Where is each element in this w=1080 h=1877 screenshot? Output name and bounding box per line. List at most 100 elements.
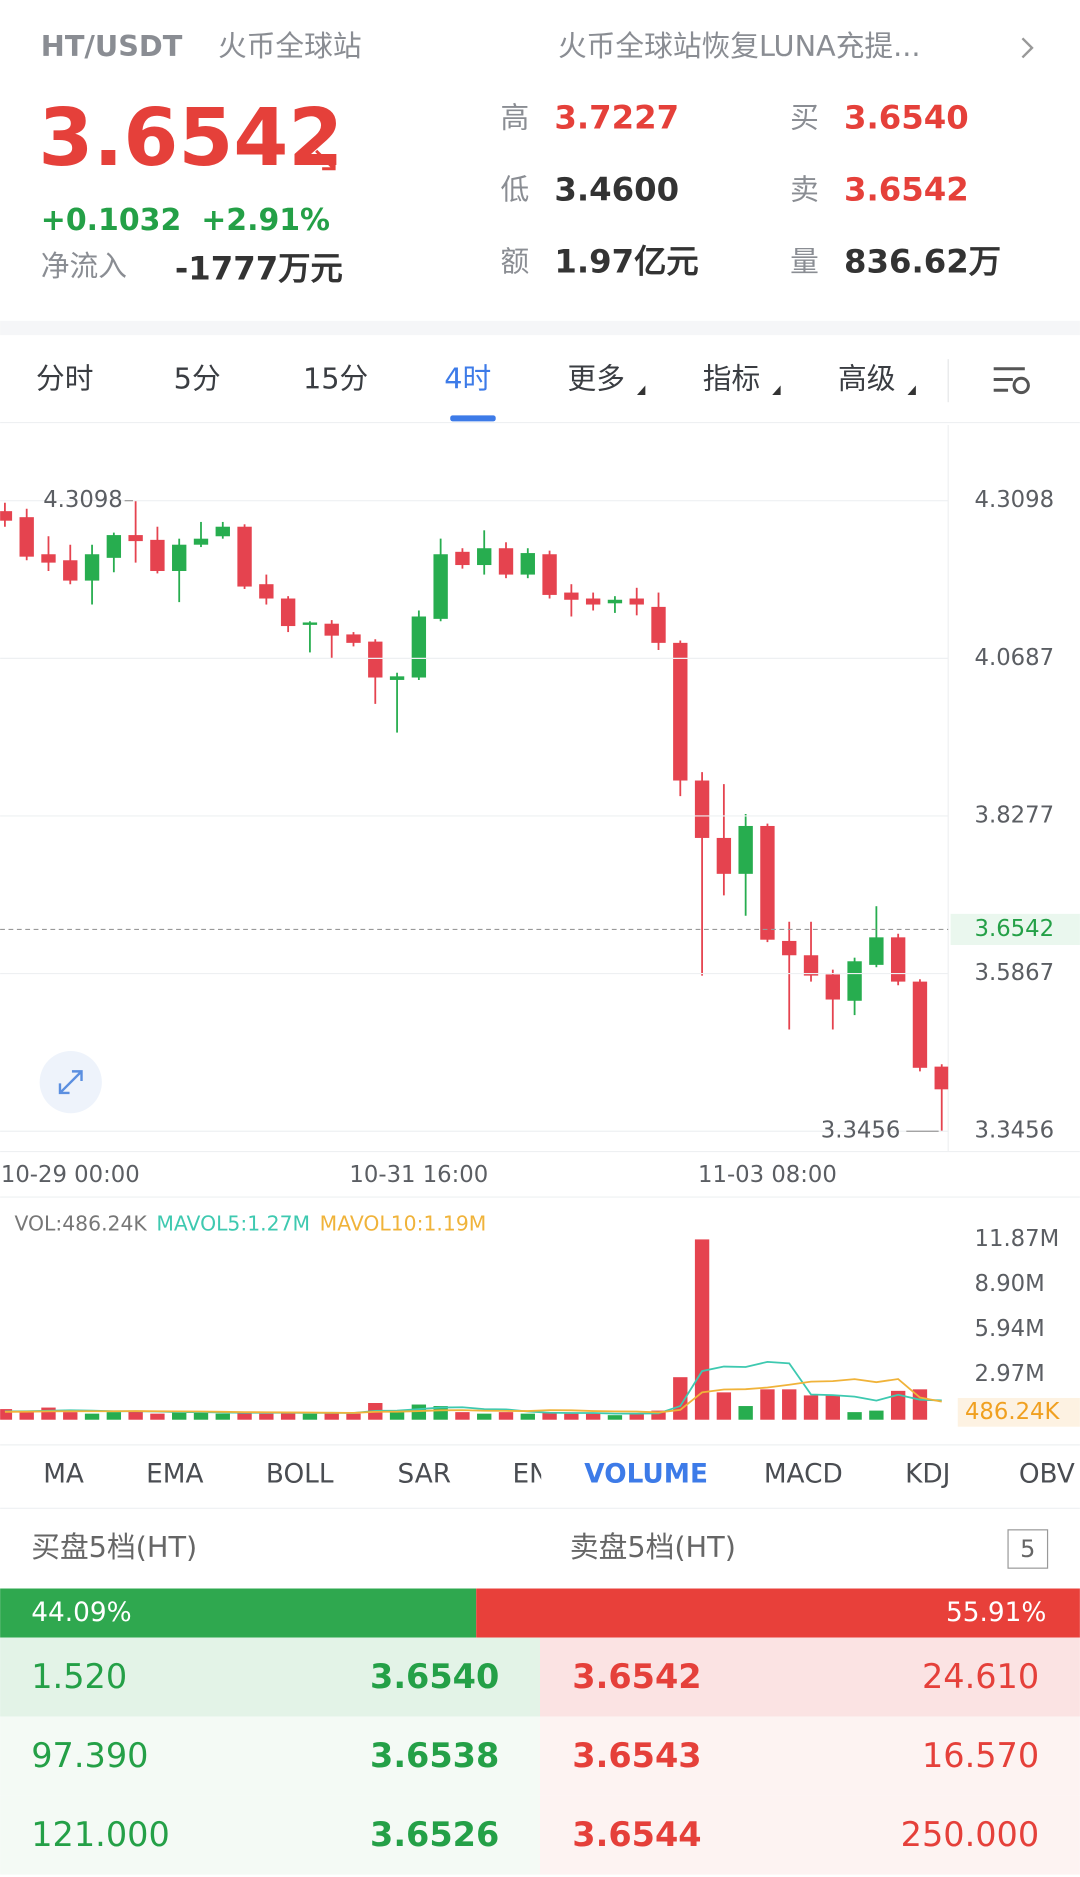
candle-body — [19, 517, 34, 557]
volume-bar — [389, 1410, 405, 1420]
ask-title: 卖盘5档(HT) — [570, 1530, 736, 1564]
pair: HT/USDT — [41, 29, 183, 63]
ask-amount: 16.570 — [922, 1736, 1039, 1775]
stat-label: 额 — [500, 244, 529, 278]
stat-value: 836.62万 — [844, 242, 1001, 280]
bid-price: 3.6526 — [370, 1815, 499, 1854]
volume-bar — [890, 1390, 906, 1420]
candle-body — [63, 560, 78, 581]
y-tick-label: 3.3456 — [975, 1118, 1055, 1144]
volume-bar — [673, 1377, 688, 1420]
indicator-tab[interactable]: OBV — [1019, 1459, 1075, 1489]
candle-body — [433, 554, 448, 619]
ask-price: 3.6543 — [572, 1736, 701, 1775]
legend-entry: VOL:486.24K — [14, 1212, 147, 1236]
candle-body — [193, 538, 209, 545]
stat-label: 低 — [500, 173, 529, 207]
candle-body — [41, 554, 56, 563]
volume-bar — [41, 1407, 56, 1420]
volume-bar — [302, 1413, 318, 1420]
period-tab[interactable]: 高级 — [838, 362, 895, 396]
low-marker: 3.3456 — [821, 1118, 901, 1144]
y-tick-label: 4.0687 — [975, 645, 1055, 671]
period-tab[interactable]: 分时 — [36, 362, 93, 396]
candle-body — [803, 955, 819, 976]
candle-body — [825, 974, 840, 1000]
current-volume-label: 486.24K — [965, 1399, 1061, 1425]
period-tab-active[interactable]: 4时 — [444, 362, 491, 396]
volume-bar — [825, 1395, 840, 1420]
indicator-tab[interactable]: MA — [43, 1459, 84, 1489]
candle-body — [607, 599, 623, 604]
volume-bar — [259, 1413, 274, 1420]
expand-icon[interactable] — [58, 1070, 83, 1095]
ask-price: 3.6542 — [572, 1657, 701, 1696]
candle-area — [0, 500, 949, 1132]
current-volume-tag — [957, 1397, 1080, 1427]
candle-body — [912, 981, 928, 1068]
notice-arrow[interactable] — [1021, 37, 1034, 59]
ma-line — [4, 1378, 942, 1414]
candle-body — [890, 937, 906, 982]
ask-amount: 250.000 — [901, 1815, 1040, 1854]
candle-body — [694, 780, 710, 838]
stat-label: 卖 — [790, 173, 819, 207]
volume-bar — [63, 1412, 78, 1420]
settings-icon[interactable] — [993, 367, 1030, 395]
indicator-tab-active[interactable]: VOLUME — [584, 1459, 708, 1489]
volume-bar — [172, 1412, 187, 1420]
volume-bar — [651, 1410, 666, 1420]
volume-bar — [84, 1413, 100, 1420]
y-tick-label: 2.97M — [975, 1361, 1045, 1387]
candle-body — [782, 940, 797, 956]
candle-body — [564, 592, 579, 600]
legend-entry: MAVOL10:1.19M — [320, 1212, 487, 1236]
period-tab[interactable]: 15分 — [303, 362, 368, 396]
volume-bar — [912, 1389, 928, 1420]
buy-ratio-bar — [0, 1588, 477, 1638]
candle-body — [106, 535, 122, 558]
y-tick-label: 3.5867 — [975, 960, 1055, 986]
candle-body — [629, 598, 644, 605]
candle-body — [411, 616, 427, 678]
volume-bar — [346, 1413, 361, 1420]
change-pct: +2.91% — [201, 203, 330, 238]
candle-body — [215, 526, 230, 537]
depth-value[interactable]: 5 — [1020, 1535, 1035, 1563]
indicator-tab[interactable]: EMA — [146, 1459, 203, 1489]
x-tick-label: 10-31 16:00 — [349, 1162, 488, 1188]
volume-bar — [498, 1412, 514, 1420]
volume-bar — [542, 1412, 557, 1420]
volume-bar — [477, 1413, 492, 1420]
bid-price: 3.6538 — [370, 1736, 499, 1775]
y-tick-label: 8.90M — [975, 1271, 1045, 1297]
buy-ratio-label: 44.09% — [31, 1598, 131, 1628]
indicator-tab[interactable]: MACD — [764, 1459, 843, 1489]
indicator-tab[interactable]: KDJ — [905, 1459, 950, 1489]
period-tab[interactable]: 更多 — [568, 362, 625, 396]
ask-price: 3.6544 — [572, 1815, 701, 1854]
bid-amount: 1.520 — [31, 1657, 127, 1696]
volume-bar — [128, 1410, 143, 1420]
candle-body — [542, 554, 557, 595]
depth-button[interactable] — [1007, 1529, 1049, 1569]
candle-body — [934, 1066, 949, 1090]
indicator-tab[interactable]: BOLL — [266, 1459, 334, 1489]
candle-body — [302, 622, 318, 625]
volume-bar — [607, 1415, 623, 1420]
stat-value: 3.4600 — [554, 171, 679, 209]
period-tab[interactable]: 指标 — [703, 362, 760, 396]
candle-body — [150, 539, 165, 571]
order-book: 44.09% 55.91% 1.520 3.6540 3.6542 24.610 97.39… — [0, 1588, 1080, 1875]
volume-bar — [869, 1410, 884, 1420]
volume-bar — [694, 1239, 710, 1420]
trend-arrow — [315, 149, 336, 171]
stat-label: 买 — [790, 101, 819, 135]
indicator-tab[interactable]: SAR — [398, 1459, 452, 1489]
ask-row-bg — [540, 1795, 1080, 1875]
notice[interactable]: 火币全球站恢复LUNA充提... — [558, 29, 921, 63]
period-tab[interactable]: 5分 — [174, 362, 221, 396]
candle-body — [847, 961, 862, 1001]
ask-amount: 24.610 — [922, 1657, 1039, 1696]
separator — [0, 320, 1080, 336]
